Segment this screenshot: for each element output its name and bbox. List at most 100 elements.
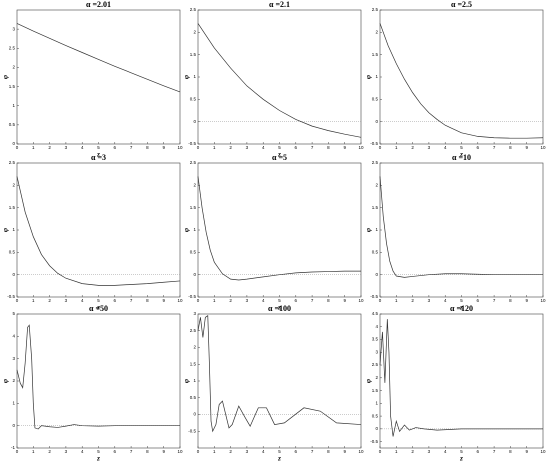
y-axis-label: φ xyxy=(365,228,373,232)
plot-frame xyxy=(379,313,544,449)
x-tick-label: 8 xyxy=(509,145,512,150)
x-tick-label: 6 xyxy=(114,449,117,454)
chart-title: α =2.5 xyxy=(451,0,472,9)
y-tick-label: 1 xyxy=(375,401,378,406)
y-tick-label: -0.5 xyxy=(370,294,378,299)
plot-frame xyxy=(379,162,544,298)
x-axis-label: z xyxy=(96,455,100,462)
x-tick-label: 6 xyxy=(477,449,480,454)
y-tick-label: 0 xyxy=(375,426,378,431)
x-tick-label: 6 xyxy=(114,145,117,150)
x-tick-label: 7 xyxy=(311,449,314,454)
x-tick-label: 5 xyxy=(97,145,100,150)
y-tick-label: 2.5 xyxy=(372,160,379,165)
x-tick-label: 7 xyxy=(130,449,133,454)
y-tick-label: 3.5 xyxy=(372,337,379,342)
plot-frame xyxy=(379,9,544,145)
y-tick-label: 0 xyxy=(375,272,378,277)
x-tick-label: 3 xyxy=(65,145,68,150)
y-tick-label: 4 xyxy=(375,324,378,329)
x-tick-label: 10 xyxy=(358,145,364,150)
curve xyxy=(16,176,181,286)
y-tick-label: 1.5 xyxy=(190,361,197,366)
y-tick-label: 1 xyxy=(12,103,15,108)
y-axis-label: φ xyxy=(2,75,10,79)
x-tick-label: 0 xyxy=(16,145,19,150)
x-tick-label: 6 xyxy=(295,145,298,150)
y-tick-label: 1.5 xyxy=(9,205,16,210)
curve xyxy=(379,23,544,139)
y-tick-label: 2.5 xyxy=(9,160,16,165)
x-tick-label: 9 xyxy=(162,449,165,454)
x-tick-label: 7 xyxy=(493,449,496,454)
chart-title: α =120 xyxy=(450,304,473,313)
y-tick-label: -0.5 xyxy=(188,294,196,299)
x-tick-label: 7 xyxy=(130,145,133,150)
x-tick-label: 7 xyxy=(130,298,133,303)
y-axis-label: φ xyxy=(2,228,10,232)
y-tick-label: 0.5 xyxy=(372,250,379,255)
x-tick-label: 3 xyxy=(428,449,431,454)
x-tick-label: 4 xyxy=(262,298,265,303)
y-tick-label: 0.5 xyxy=(190,395,197,400)
y-tick-label: 2 xyxy=(193,30,196,35)
x-tick-label: 9 xyxy=(525,449,528,454)
x-tick-label: 5 xyxy=(278,449,281,454)
y-tick-label: 1 xyxy=(375,74,378,79)
y-tick-label: 0 xyxy=(375,119,378,124)
y-axis-label: φ xyxy=(2,379,10,383)
x-tick-label: 2 xyxy=(411,298,414,303)
x-tick-label: 5 xyxy=(278,298,281,303)
x-tick-label: 5 xyxy=(97,298,100,303)
y-tick-label: 1 xyxy=(193,227,196,232)
x-tick-label: 0 xyxy=(379,298,382,303)
y-tick-label: 2.5 xyxy=(372,362,379,367)
x-tick-label: 0 xyxy=(379,145,382,150)
x-tick-label: 4 xyxy=(81,145,84,150)
y-tick-label: -0.5 xyxy=(370,439,378,444)
y-tick-label: 2.5 xyxy=(9,45,16,50)
y-tick-label: 2.5 xyxy=(190,160,197,165)
y-tick-label: 2.5 xyxy=(190,7,197,12)
y-tick-label: 2 xyxy=(375,30,378,35)
x-tick-label: 10 xyxy=(177,145,183,150)
y-tick-label: -0.5 xyxy=(370,141,378,146)
x-tick-label: 0 xyxy=(197,145,200,150)
x-tick-label: 9 xyxy=(525,298,528,303)
x-tick-label: 10 xyxy=(177,449,183,454)
chart-title: α =5 xyxy=(272,153,287,162)
y-tick-label: 0 xyxy=(12,141,15,146)
y-tick-label: 0.5 xyxy=(372,97,379,102)
x-axis-label: z xyxy=(96,304,100,312)
y-tick-label: 0 xyxy=(193,412,196,417)
x-tick-label: 2 xyxy=(229,449,232,454)
x-tick-label: 9 xyxy=(162,145,165,150)
y-axis-label: φ xyxy=(183,228,191,232)
x-tick-label: 8 xyxy=(509,449,512,454)
plot-frame xyxy=(16,313,181,449)
x-axis-label: z xyxy=(96,151,100,159)
x-tick-label: 10 xyxy=(177,298,183,303)
x-tick-label: 1 xyxy=(213,298,216,303)
x-tick-label: 8 xyxy=(146,298,149,303)
x-tick-label: 6 xyxy=(295,449,298,454)
chart-title: α =50 xyxy=(89,304,108,313)
x-tick-label: 3 xyxy=(246,145,249,150)
x-axis-label: z xyxy=(277,304,281,312)
y-tick-label: 2 xyxy=(193,345,196,350)
x-axis-label: z xyxy=(459,304,463,312)
x-tick-label: 2 xyxy=(411,449,414,454)
y-tick-label: 3 xyxy=(12,26,15,31)
x-tick-label: 3 xyxy=(428,298,431,303)
x-tick-label: 6 xyxy=(477,145,480,150)
plot-frame xyxy=(16,162,181,298)
y-tick-label: 1 xyxy=(12,401,15,406)
plot-frame xyxy=(197,9,362,145)
y-tick-label: 0.5 xyxy=(190,97,197,102)
x-tick-label: 3 xyxy=(246,298,249,303)
y-tick-label: 1.5 xyxy=(190,52,197,57)
y-tick-label: 0 xyxy=(193,272,196,277)
x-tick-label: 6 xyxy=(295,298,298,303)
y-axis-label: φ xyxy=(183,75,191,79)
